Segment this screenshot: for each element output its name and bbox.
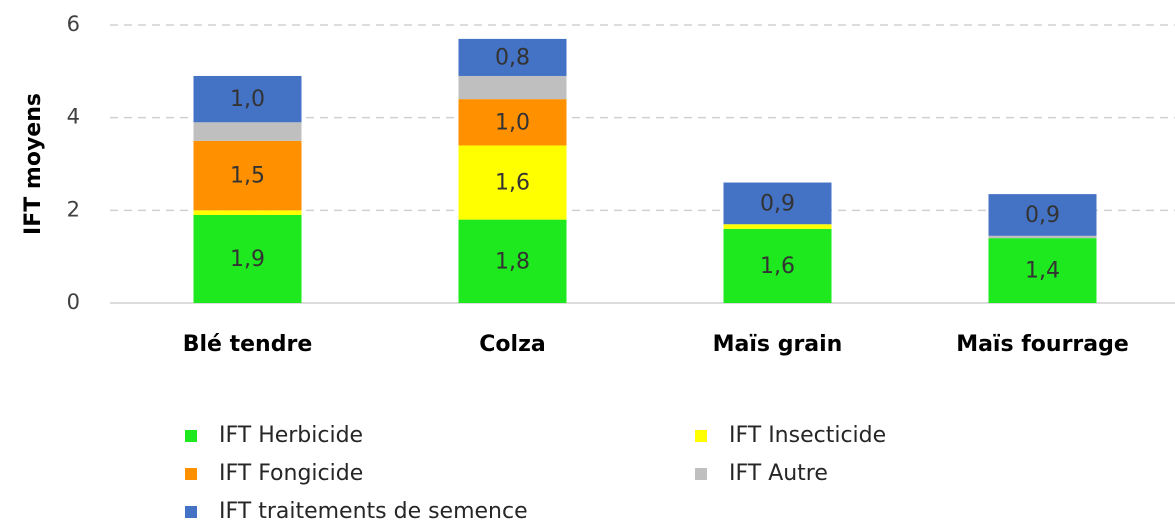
- data-label: 0,9: [760, 191, 795, 216]
- bar-segment: [723, 224, 832, 229]
- bar-segment: [458, 99, 567, 146]
- y-tick-label: 6: [67, 12, 80, 36]
- bar-segment: [458, 75, 567, 100]
- bar-segment: [458, 145, 567, 220]
- y-tick-label: 0: [67, 290, 80, 314]
- bar-segment: [723, 228, 832, 303]
- bar-segment: [988, 238, 1097, 303]
- y-tick-label: 2: [67, 197, 80, 221]
- legend-label: IFT Herbicide: [219, 423, 363, 448]
- bar-segment: [458, 219, 567, 303]
- bar-segment: [988, 235, 1097, 239]
- bar-segment: [193, 210, 302, 215]
- data-label: 0,9: [1025, 203, 1060, 228]
- bar-segment: [723, 182, 832, 225]
- legend-swatch: [185, 430, 197, 442]
- bar-segment: [193, 214, 302, 303]
- legend-swatch: [695, 430, 707, 442]
- data-label: 1,6: [495, 171, 530, 196]
- x-tick-label: Maïs fourrage: [956, 332, 1129, 357]
- legend-label: IFT Fongicide: [219, 461, 363, 486]
- data-label: 1,9: [230, 247, 265, 272]
- bar-segment: [458, 38, 567, 76]
- bar-segment: [193, 122, 302, 141]
- data-label: 1,0: [230, 87, 265, 112]
- legend-label: IFT Insecticide: [729, 423, 886, 448]
- data-label: 0,8: [495, 45, 530, 70]
- x-tick-label: Maïs grain: [713, 332, 843, 357]
- legend-swatch: [185, 506, 197, 518]
- legend-swatch: [185, 468, 197, 480]
- y-tick-label: 4: [67, 105, 80, 129]
- data-label: 1,8: [495, 249, 530, 274]
- bar-segment: [193, 75, 302, 123]
- legend-label: IFT traitements de semence: [219, 499, 528, 524]
- data-label: 1,5: [230, 164, 265, 189]
- y-axis-title: IFT moyens: [21, 93, 46, 235]
- legend-label: IFT Autre: [729, 461, 828, 486]
- data-label: 1,6: [760, 254, 795, 279]
- bar-segment: [193, 140, 302, 211]
- data-label: 1,0: [495, 110, 530, 135]
- x-tick-label: Blé tendre: [183, 332, 313, 357]
- data-label: 1,4: [1025, 259, 1060, 284]
- bar-segment: [988, 194, 1097, 236]
- legend-swatch: [695, 468, 707, 480]
- x-tick-label: Colza: [479, 332, 545, 357]
